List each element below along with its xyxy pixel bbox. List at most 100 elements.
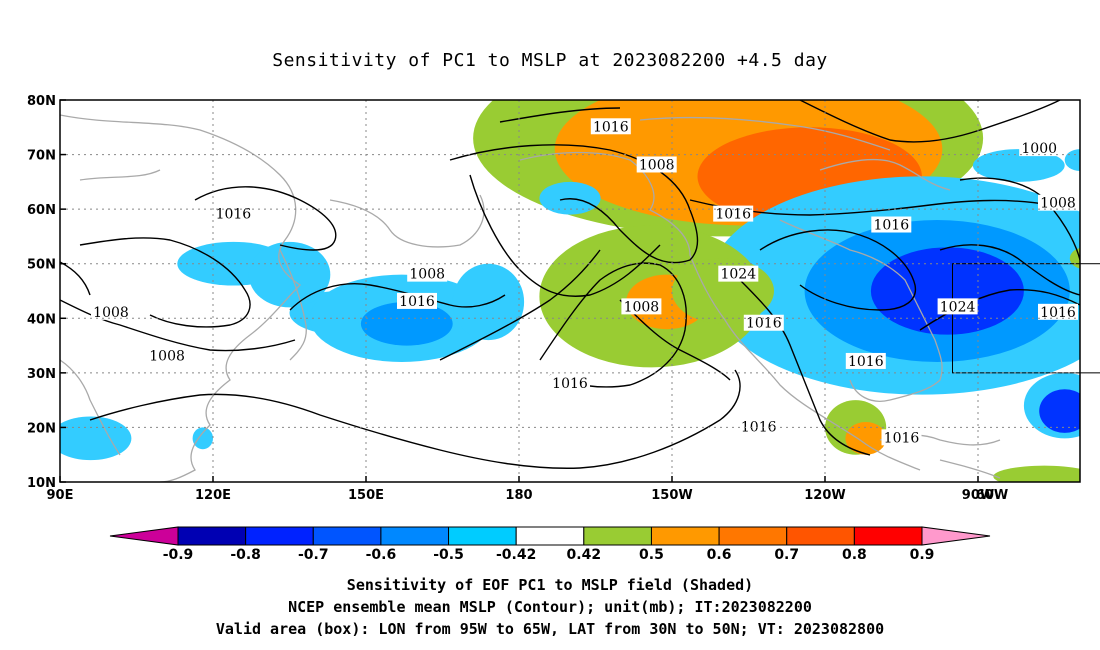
contour-label-5: 1016 [399, 294, 435, 310]
contour-1008-aleutian [449, 144, 699, 264]
contour-label-bg-11 [743, 314, 784, 331]
colorbar-swatch-5 [515, 526, 585, 546]
coast-asia [60, 114, 302, 482]
lat-label-1: 70N [27, 149, 56, 164]
coast-north-america-east [779, 219, 943, 402]
lon-label-7: 60W [976, 488, 1008, 503]
contour-label-14: 1024 [940, 299, 976, 315]
contour-1016-arctic [499, 107, 621, 123]
contour-label-7: 1016 [552, 376, 588, 392]
coast-arctic [639, 116, 891, 151]
coast-hudson [819, 158, 951, 191]
colorbar-swatch-6 [583, 526, 652, 546]
contour-label-16: 1016 [884, 430, 920, 446]
shaded-region-14 [248, 241, 331, 308]
colorbar-label-7: 0.5 [639, 547, 664, 563]
contour-1016-atlantic-north [939, 244, 1080, 296]
contour-label-2: 1016 [216, 207, 252, 223]
contour-label-bg-15 [845, 352, 886, 369]
colorbar-label-5: -0.42 [496, 547, 536, 563]
shaded-region-11 [360, 301, 453, 346]
coast-kamchatka [329, 194, 485, 248]
gridlines [60, 100, 1080, 482]
contour-1000-arctic [799, 100, 1061, 143]
coast-siberia [79, 169, 161, 181]
contour-label-bg-19 [1038, 303, 1078, 320]
contour-1016-na-south [739, 279, 871, 456]
contour-1008-trough [469, 174, 661, 297]
shaded-region-16 [60, 416, 132, 461]
colorbar-swatch-9 [786, 526, 855, 546]
colorbar-label-0: -0.9 [163, 547, 194, 563]
captions: Sensitivity of EOF PC1 to MSLP field (Sh… [0, 574, 1100, 640]
coast-japan [279, 249, 307, 361]
contour-label-bg-6 [147, 347, 188, 364]
contour-1016-central [439, 249, 601, 361]
lat-label-7: 10N [27, 476, 56, 491]
colorbar-label-10: 0.8 [842, 547, 867, 563]
contour-label-13: 1016 [873, 218, 909, 234]
contour-label-19: 1016 [1040, 305, 1076, 321]
shaded-region-19 [1039, 389, 1080, 433]
contour-label-bg-17 [1019, 140, 1060, 157]
contour-label-bg-3 [407, 265, 448, 282]
shaded-region-24 [845, 421, 887, 455]
lon-label-6: 90W [962, 488, 994, 503]
contour-label-bg-1 [636, 156, 677, 173]
colorbar-swatch-0 [177, 526, 247, 546]
contour-label-1: 1008 [639, 157, 675, 173]
colorbar-label-6: 0.42 [567, 547, 602, 563]
contour-label-10: 1024 [720, 267, 756, 283]
colorbar-swatch-1 [245, 526, 314, 546]
coast-north-america-west [519, 151, 921, 471]
contour-1016-east [619, 299, 731, 381]
caption-line-1: Sensitivity of EOF PC1 to MSLP field (Sh… [346, 576, 754, 594]
contour-label-bg-10 [718, 265, 759, 282]
latitude-labels: 80N 70N 60N 50N 40N 30N 20N 10N [27, 94, 66, 491]
contour-label-17: 1000 [1021, 141, 1057, 157]
contour-label-bg-4 [91, 303, 131, 320]
colorbar-label-4: -0.5 [433, 547, 464, 563]
contour-1016-subtropical [89, 369, 741, 469]
contour-label-bg-5 [397, 292, 437, 309]
colorbar-label-9: 0.7 [774, 547, 799, 563]
colorbar-label-11: 0.9 [910, 547, 935, 563]
shaded-region-5 [870, 247, 1024, 335]
coast-indochina [60, 359, 121, 456]
lon-label-3: 180 [505, 488, 532, 503]
contour-1016-atlantic [919, 288, 1080, 331]
contour-label-0: 1016 [593, 119, 629, 135]
shaded-region-28 [1069, 247, 1080, 269]
lat-label-5: 30N [27, 367, 56, 382]
contour-label-11: 1016 [746, 316, 782, 332]
contour-label-12: 1016 [741, 419, 777, 435]
valid-area-box [952, 263, 1100, 374]
contour-label-9: 1016 [715, 207, 751, 223]
lat-label-2: 60N [27, 203, 56, 218]
shaded-region-12 [452, 263, 525, 341]
colorbar-label-3: -0.6 [366, 547, 397, 563]
colorbar-swatch-10 [853, 526, 923, 546]
colorbar-swatch-8 [718, 526, 788, 546]
colorbar-low-arrow [109, 526, 179, 546]
contour-label-bg-13 [871, 216, 912, 233]
lat-label-6: 20N [27, 421, 56, 436]
contour-label-3: 1008 [409, 267, 445, 283]
contour-label-bg-14 [937, 298, 978, 315]
chart-title: Sensitivity of PC1 to MSLP at 2023082200… [272, 50, 828, 71]
colorbar-swatch-2 [312, 526, 382, 546]
colorbar-high-arrow [921, 526, 991, 546]
contour-label-bg-12 [738, 418, 779, 435]
contour-labels: 1016 1008 1016 1008 1008 1016 1008 1016 1008 1016… [91, 118, 1078, 446]
contour-label-bg-7 [550, 374, 590, 391]
contour-1016-siberia [194, 186, 337, 251]
contour-label-bg-9 [713, 205, 754, 222]
colorbar-swatch-7 [650, 526, 720, 546]
caption-line-2: NCEP ensemble mean MSLP (Contour); unit(… [288, 598, 812, 616]
lat-label-4: 40N [27, 312, 56, 327]
shaded-region-17 [192, 427, 213, 450]
colorbar-label-1: -0.8 [230, 547, 261, 563]
coast-south-america [939, 459, 1001, 479]
